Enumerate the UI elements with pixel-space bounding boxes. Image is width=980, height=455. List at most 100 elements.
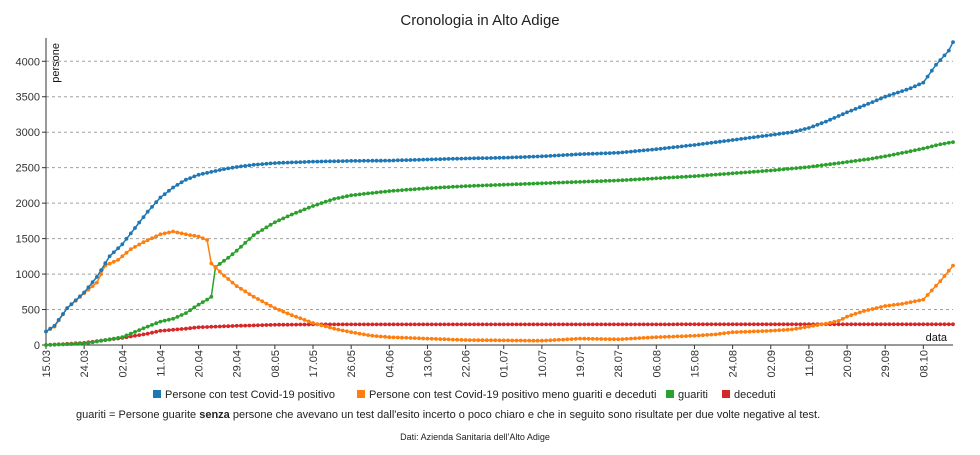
data-point (425, 157, 430, 162)
data-point (866, 308, 871, 312)
x-tick-label: 02.09 (766, 350, 778, 378)
data-point (243, 289, 248, 294)
data-point (480, 322, 485, 327)
x-tick-label: 02.04 (117, 350, 129, 378)
data-point (391, 188, 396, 193)
data-point (332, 326, 337, 331)
data-point (578, 336, 582, 341)
data-point (192, 325, 197, 330)
data-point (705, 333, 710, 337)
x-tick-label: 24.08 (728, 350, 740, 378)
data-point (442, 337, 447, 342)
data-point (451, 184, 455, 189)
data-point (722, 331, 726, 336)
data-point (603, 179, 608, 183)
data-point (425, 336, 430, 341)
data-point (586, 336, 591, 341)
data-point (506, 322, 510, 327)
data-point (645, 176, 650, 181)
data-point (217, 168, 222, 172)
data-point (217, 262, 222, 266)
data-point (824, 321, 828, 326)
data-point (688, 143, 693, 148)
data-point (175, 230, 180, 235)
data-point (116, 246, 120, 251)
data-point (467, 184, 472, 188)
data-point (692, 333, 697, 338)
data-point (294, 314, 298, 319)
data-point (48, 342, 53, 347)
data-point (239, 323, 243, 328)
data-point (378, 334, 383, 339)
data-point (196, 234, 201, 239)
data-point (794, 326, 799, 331)
data-point (662, 335, 667, 339)
data-point (95, 280, 99, 285)
data-point (455, 156, 459, 161)
legend-item: Persone con test Covid-19 positivo meno … (357, 389, 656, 401)
data-point (701, 322, 705, 327)
data-point (650, 176, 654, 181)
data-point (607, 337, 612, 342)
data-point (866, 322, 871, 327)
x-tick-label: 04.06 (384, 350, 396, 378)
data-point (243, 323, 248, 328)
data-point (768, 322, 773, 327)
data-point (667, 322, 671, 327)
data-point (150, 205, 154, 209)
data-point (739, 322, 743, 327)
data-point (353, 159, 358, 163)
data-point (417, 157, 421, 162)
data-point (904, 322, 909, 327)
data-point (946, 140, 951, 145)
data-point (908, 322, 913, 327)
data-point (332, 159, 337, 164)
data-point (590, 322, 595, 327)
data-point (421, 186, 426, 191)
data-point (99, 272, 103, 276)
data-point (866, 157, 871, 162)
data-point (467, 156, 472, 161)
data-point (459, 184, 464, 189)
data-point (544, 154, 548, 159)
data-point (760, 134, 765, 139)
data-point (302, 160, 307, 164)
data-point (641, 177, 646, 181)
data-point (493, 183, 498, 187)
data-point (561, 337, 565, 342)
data-point (315, 322, 320, 326)
data-point (476, 322, 481, 327)
data-point (315, 202, 320, 207)
data-point (353, 193, 358, 197)
data-point (671, 145, 676, 150)
data-point (99, 338, 103, 343)
data-point (573, 180, 578, 184)
data-point (849, 322, 854, 327)
data-point (196, 325, 201, 330)
data-point (603, 151, 608, 156)
data-point (362, 322, 366, 327)
data-point (374, 158, 379, 163)
data-point (111, 259, 116, 264)
data-point (472, 156, 476, 161)
data-point (281, 309, 286, 314)
legend-label: deceduti (734, 389, 776, 401)
data-point (794, 322, 799, 327)
data-point (408, 158, 413, 162)
data-point (556, 337, 561, 342)
data-point (429, 336, 434, 341)
data-point (247, 163, 252, 168)
legend-label: guariti (678, 389, 708, 401)
data-point (154, 329, 159, 334)
data-point (951, 140, 955, 145)
data-point (590, 337, 595, 341)
data-point (141, 215, 146, 220)
data-point (175, 315, 180, 319)
data-point (599, 151, 604, 156)
data-point (209, 261, 214, 266)
data-point (438, 322, 443, 327)
data-point (730, 330, 735, 335)
data-point (90, 284, 95, 288)
data-point (501, 155, 506, 160)
data-point (756, 329, 760, 334)
